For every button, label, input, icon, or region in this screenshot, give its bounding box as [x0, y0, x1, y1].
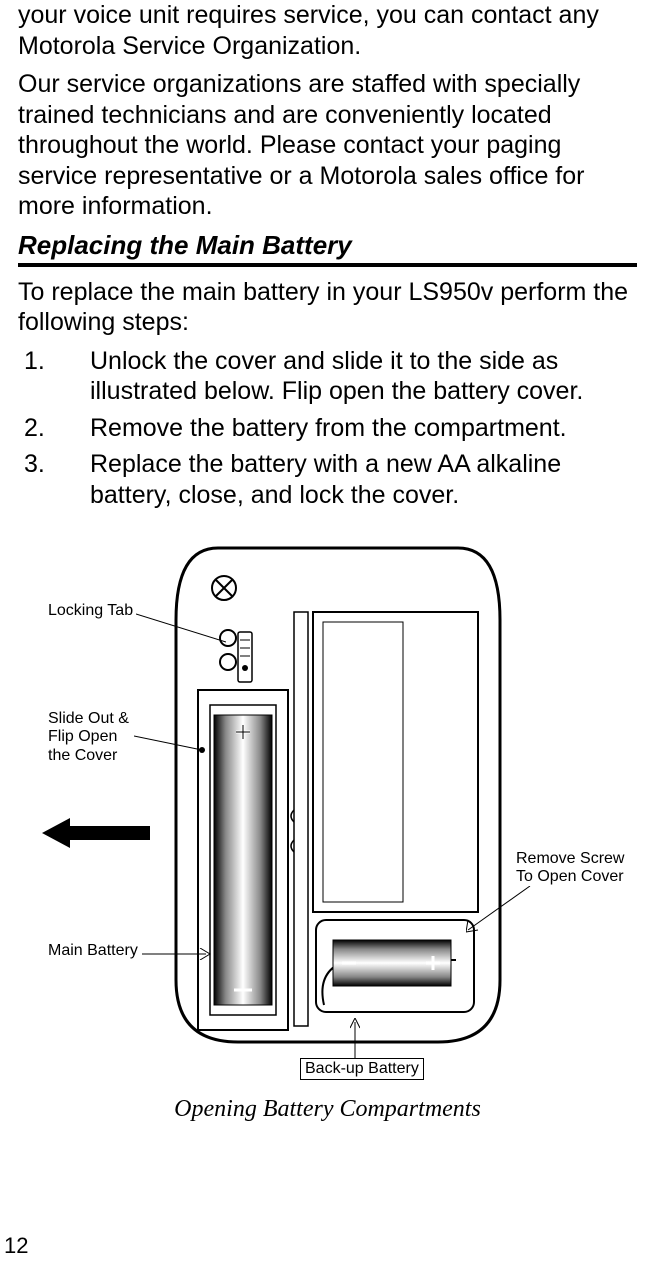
label-line: Slide Out & — [48, 710, 129, 727]
step-number: 1. — [18, 346, 66, 407]
step-item: 3. Replace the battery with a new AA alk… — [18, 449, 637, 510]
paragraph-1: your voice unit requires service, you ca… — [18, 0, 637, 61]
label-line: the Cover — [48, 747, 117, 764]
page-number: 12 — [4, 1233, 28, 1259]
label-line: Remove Screw — [516, 850, 624, 867]
paragraph-2: Our service organizations are staffed wi… — [18, 69, 637, 222]
label-locking-tab: Locking Tab — [48, 602, 133, 620]
label-line: To Open Cover — [516, 868, 624, 885]
label-slide-out: Slide Out & Flip Open the Cover — [48, 710, 129, 765]
step-text: Unlock the cover and slide it to the sid… — [90, 346, 637, 407]
label-line: Flip Open — [48, 728, 117, 745]
step-item: 1. Unlock the cover and slide it to the … — [18, 346, 637, 407]
intro-text: To replace the main battery in your LS95… — [18, 277, 637, 338]
step-text: Remove the battery from the compartment. — [90, 413, 637, 444]
step-list: 1. Unlock the cover and slide it to the … — [18, 346, 637, 511]
figure-caption: Opening Battery Compartments — [18, 1096, 637, 1123]
label-remove-screw: Remove Screw To Open Cover — [516, 850, 624, 887]
slide-arrow-icon — [42, 818, 152, 848]
section-heading: Replacing the Main Battery — [18, 230, 637, 267]
battery-diagram: Locking Tab Slide Out & Flip Open the Co… — [18, 530, 638, 1090]
step-item: 2. Remove the battery from the compartme… — [18, 413, 637, 444]
step-number: 3. — [18, 449, 66, 510]
label-main-battery: Main Battery — [48, 942, 138, 960]
step-text: Replace the battery with a new AA alkali… — [90, 449, 637, 510]
label-backup-battery: Back-up Battery — [300, 1058, 424, 1080]
step-number: 2. — [18, 413, 66, 444]
